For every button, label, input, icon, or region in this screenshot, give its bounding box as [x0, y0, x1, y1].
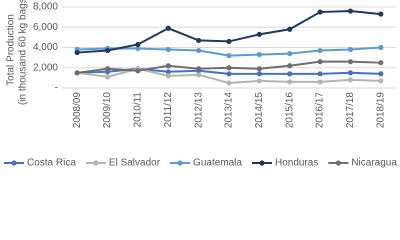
legend-marker [335, 160, 341, 166]
data-point [135, 68, 141, 74]
data-point [378, 11, 384, 17]
data-point [378, 78, 384, 84]
data-point [226, 38, 232, 45]
data-point [74, 70, 80, 76]
data-point [256, 78, 262, 84]
data-point [226, 80, 232, 86]
data-point [196, 66, 202, 72]
legend-marker [259, 160, 265, 166]
series-line [77, 10, 381, 54]
data-point [317, 59, 323, 65]
x-tick-label: 2018/19 [375, 92, 386, 129]
x-tick-label: 2008/09 [72, 92, 83, 129]
legend-marker [177, 160, 183, 166]
data-point [317, 79, 323, 85]
data-point [196, 37, 202, 44]
data-point [378, 71, 384, 77]
data-point [165, 46, 171, 53]
data-point [165, 73, 171, 79]
data-point [347, 46, 354, 53]
data-point [256, 31, 262, 37]
chart: Total Production (in thousand 60 kg bags… [4, 0, 397, 169]
data-point [287, 50, 293, 57]
data-point [135, 41, 141, 48]
x-tick-label: 2013/14 [224, 92, 235, 129]
data-point [74, 49, 80, 56]
data-point [347, 77, 354, 83]
y-tick-label: - [55, 83, 58, 94]
data-point [347, 8, 354, 14]
data-point [317, 47, 323, 54]
y-axis-label: Total Production [6, 14, 17, 86]
data-point [226, 65, 232, 71]
x-tick-label: 2011/12 [163, 92, 174, 128]
data-point [135, 45, 141, 52]
data-point [165, 63, 171, 69]
y-tick-label: 4,000 [33, 42, 58, 53]
legend-label: Costa Rica [27, 158, 76, 169]
data-point [287, 79, 293, 85]
data-point [317, 71, 323, 77]
y-tick-label: 6,000 [33, 22, 58, 33]
data-point [256, 51, 262, 58]
data-point [165, 69, 171, 75]
x-tick-label: 2012/13 [193, 92, 204, 129]
legend-marker [11, 160, 17, 166]
data-point [196, 72, 202, 78]
data-point [104, 66, 111, 72]
x-tick-label: 2015/16 [284, 92, 295, 129]
data-point [165, 25, 171, 31]
data-point [256, 66, 262, 72]
legend-label: El Salvador [109, 158, 161, 169]
data-point [256, 71, 262, 77]
data-point [378, 44, 384, 51]
y-tick-label: 8,000 [33, 2, 58, 13]
legend-label: Nicaragua [351, 158, 397, 169]
legend-marker [93, 160, 99, 166]
data-point [226, 53, 232, 59]
data-point [226, 71, 232, 77]
x-tick-label: 2009/10 [102, 92, 113, 129]
y-axis-label: (in thousand 60 kg bags) [18, 0, 29, 105]
data-point [347, 59, 354, 65]
data-point [196, 47, 202, 54]
y-tick-label: 2,000 [33, 62, 58, 73]
x-tick-label: 2016/17 [315, 92, 326, 129]
x-tick-label: 2014/15 [254, 92, 265, 129]
data-point [347, 70, 354, 76]
data-point [287, 63, 293, 69]
data-point [287, 26, 293, 32]
x-tick-label: 2017/18 [345, 92, 356, 129]
legend-label: Guatemala [193, 158, 242, 169]
x-tick-label: 2010/11 [133, 92, 144, 128]
data-point [287, 71, 293, 77]
data-point [378, 60, 384, 66]
data-point [317, 9, 323, 15]
legend-label: Honduras [275, 158, 318, 169]
data-point [104, 47, 111, 54]
data-point [104, 74, 111, 80]
